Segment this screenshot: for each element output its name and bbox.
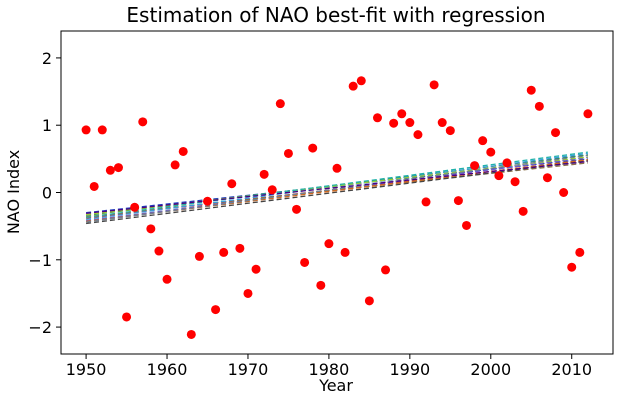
x-tick-label-2010: 2010 xyxy=(551,360,592,379)
data-point-1958 xyxy=(146,224,156,234)
data-point-1975 xyxy=(283,148,293,158)
data-point-1959 xyxy=(154,246,164,256)
data-point-1979 xyxy=(316,280,326,290)
data-point-1980 xyxy=(324,239,334,249)
data-point-1998 xyxy=(470,161,480,171)
data-point-1963 xyxy=(186,329,196,339)
data-point-1977 xyxy=(300,257,310,267)
data-point-1960 xyxy=(162,274,172,284)
data-point-2009 xyxy=(559,188,569,197)
data-point-2012 xyxy=(583,109,593,119)
data-point-2001 xyxy=(494,171,504,181)
data-point-1989 xyxy=(397,109,407,119)
data-point-2007 xyxy=(542,173,552,183)
regression-line-11 xyxy=(86,154,588,223)
y-tick-label-2: 0 xyxy=(42,184,52,203)
regression-line-9 xyxy=(86,151,588,219)
data-point-1988 xyxy=(389,118,399,128)
regression-line-6 xyxy=(86,160,588,225)
data-point-2008 xyxy=(551,128,561,138)
data-point-1965 xyxy=(202,196,212,206)
data-point-1995 xyxy=(445,126,455,136)
x-tick-label-1980: 1980 xyxy=(309,360,350,379)
data-point-1997 xyxy=(462,220,472,230)
data-point-1955 xyxy=(122,312,132,322)
data-point-1992 xyxy=(421,197,431,207)
data-point-1991 xyxy=(413,130,423,140)
data-point-1957 xyxy=(138,117,148,127)
data-point-2002 xyxy=(502,158,512,168)
y-tick-label-1: −1 xyxy=(28,251,52,270)
data-point-2011 xyxy=(575,247,585,257)
data-point-1986 xyxy=(372,113,382,123)
x-tick-label-1960: 1960 xyxy=(147,360,188,379)
data-point-1970 xyxy=(243,288,253,298)
y-axis-label: NAO Index xyxy=(4,150,23,234)
data-point-1993 xyxy=(429,80,439,90)
regression-lines xyxy=(86,151,588,225)
data-point-1982 xyxy=(340,247,350,257)
regression-line-7 xyxy=(86,152,588,221)
data-point-1971 xyxy=(251,264,261,274)
data-point-1964 xyxy=(194,251,204,261)
data-point-2010 xyxy=(567,262,577,272)
data-point-1954 xyxy=(113,163,123,173)
data-point-1987 xyxy=(381,265,391,275)
data-point-1974 xyxy=(275,99,285,109)
data-point-2003 xyxy=(510,177,520,187)
data-point-1978 xyxy=(308,143,318,153)
data-point-2006 xyxy=(534,101,544,111)
data-point-1973 xyxy=(267,185,277,195)
data-point-1956 xyxy=(130,202,140,212)
data-point-1990 xyxy=(405,118,415,128)
x-tick-label-1990: 1990 xyxy=(389,360,430,379)
regression-line-12 xyxy=(86,160,588,215)
data-point-1951 xyxy=(89,181,99,191)
x-tick-label-1950: 1950 xyxy=(66,360,107,379)
data-point-1999 xyxy=(478,136,488,146)
data-point-1962 xyxy=(178,146,188,156)
data-point-1972 xyxy=(259,169,269,179)
x-axis-label: Year xyxy=(318,376,353,395)
data-point-1966 xyxy=(211,305,221,315)
data-point-1952 xyxy=(97,125,107,135)
data-point-1953 xyxy=(105,165,115,175)
regression-line-4 xyxy=(86,156,588,222)
x-axis-ticks: 1950 1960 1970 1980 1990 2000 2010 xyxy=(66,354,592,379)
data-point-1967 xyxy=(219,247,229,257)
x-tick-label-2000: 2000 xyxy=(470,360,511,379)
data-point-1969 xyxy=(235,243,245,253)
data-point-1976 xyxy=(292,204,302,214)
data-point-1996 xyxy=(453,196,463,206)
regression-line-5 xyxy=(86,162,588,218)
data-point-1950 xyxy=(81,125,91,135)
y-tick-label-0: −2 xyxy=(28,318,52,337)
y-tick-label-3: 1 xyxy=(42,116,52,135)
data-point-1985 xyxy=(364,296,374,306)
y-axis-ticks: −2 −1 0 1 2 xyxy=(28,49,61,337)
data-point-2000 xyxy=(486,147,496,157)
chart-title: Estimation of NAO best-fit with regressi… xyxy=(126,3,545,27)
data-point-1968 xyxy=(227,179,237,189)
data-point-1994 xyxy=(437,118,447,128)
data-point-1961 xyxy=(170,160,180,170)
data-point-1983 xyxy=(348,81,358,91)
data-point-2005 xyxy=(526,85,536,95)
data-point-2004 xyxy=(518,206,528,216)
data-points xyxy=(81,76,593,339)
x-tick-label-1970: 1970 xyxy=(228,360,269,379)
data-point-1981 xyxy=(332,163,342,173)
y-tick-label-4: 2 xyxy=(42,49,52,68)
data-point-1984 xyxy=(356,76,366,86)
